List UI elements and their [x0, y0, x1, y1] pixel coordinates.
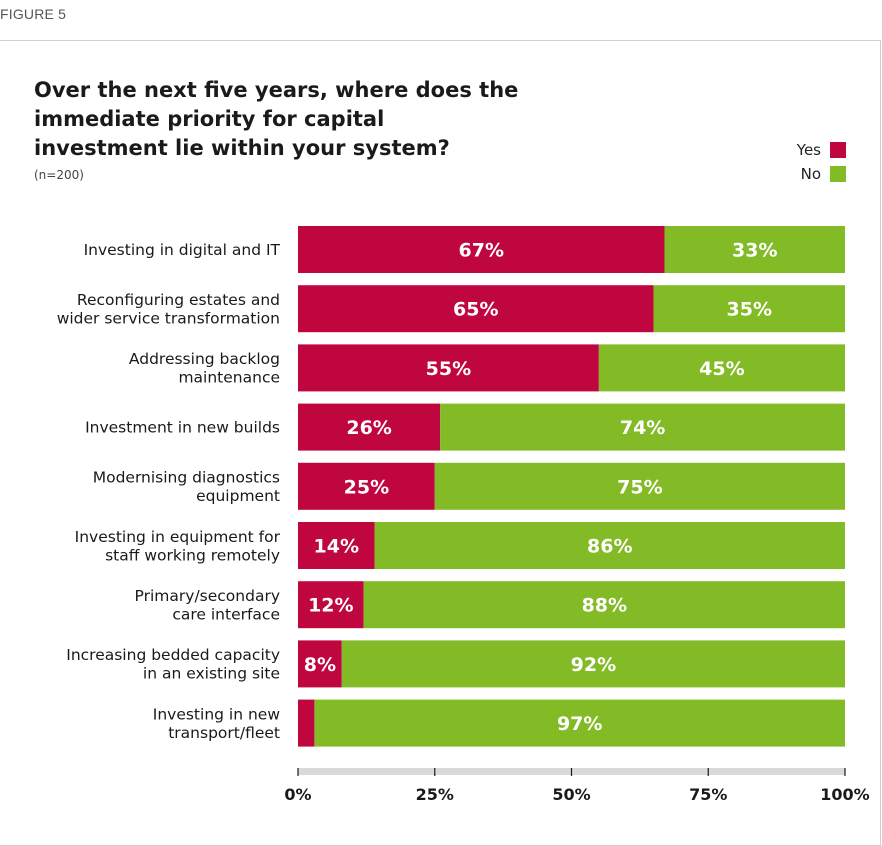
category-label: Investing in digital and IT: [84, 241, 281, 259]
bar-segment-yes: [298, 226, 665, 273]
value-label-yes: 65%: [453, 299, 498, 321]
category-label: Investment in new builds: [85, 419, 280, 437]
value-label-no: 74%: [620, 417, 665, 439]
category-label: Investing in new transport/fleet: [153, 705, 281, 742]
bar-segment-yes: [298, 522, 375, 569]
value-label-no: 75%: [617, 476, 662, 498]
bar-segment-yes: [298, 344, 599, 392]
bar-segment-yes: [298, 699, 315, 747]
legend-item-no: No: [801, 165, 846, 183]
bar-segment-no: [440, 403, 845, 451]
chart-subtitle: (n=200): [34, 168, 84, 182]
value-label-yes: 8%: [304, 654, 336, 676]
value-label-yes: 26%: [346, 417, 391, 439]
bar-segment-yes: [298, 462, 435, 510]
bar-segment-yes: [298, 403, 441, 451]
bar-segment-no: [363, 581, 845, 629]
legend-label-yes: Yes: [796, 141, 821, 159]
value-label-no: 45%: [699, 358, 744, 380]
x-tick-label: 75%: [689, 785, 727, 804]
value-label-no: 33%: [732, 240, 777, 262]
value-label-no: 35%: [727, 299, 772, 321]
bar-segment-yes: [298, 285, 654, 333]
category-label: Increasing bedded capacity in an existing…: [66, 646, 280, 683]
category-label: Reconfiguring estates and wider service t…: [57, 291, 280, 328]
x-tick-label: 0%: [284, 785, 311, 804]
bar-segment-no: [664, 226, 845, 273]
value-label-no: 86%: [587, 536, 632, 558]
category-label: Modernising diagnostics equipment: [93, 469, 280, 506]
legend-label-no: No: [800, 165, 821, 183]
value-label-yes: 25%: [344, 476, 389, 498]
x-tick-label: 50%: [552, 785, 590, 804]
bar-segment-yes: [298, 581, 364, 629]
value-label-yes: 14%: [314, 536, 359, 558]
category-label: Primary/secondary care interface: [135, 587, 280, 624]
bar-segment-no: [314, 699, 845, 747]
value-label-no: 92%: [571, 654, 616, 676]
x-tick-label: 100%: [820, 785, 869, 804]
bar-segment-yes: [298, 640, 342, 688]
value-label-no: 97%: [557, 713, 602, 735]
value-label-yes: 67%: [459, 240, 504, 262]
x-tick-label: 25%: [416, 785, 454, 804]
legend-item-yes: Yes: [797, 141, 846, 159]
chart-title: Over the next five years, where does the…: [34, 78, 519, 160]
category-label: Addressing backlog maintenance: [129, 350, 280, 387]
bar-segment-no: [341, 640, 845, 688]
value-label-no: 88%: [582, 595, 627, 617]
value-label-yes: 55%: [426, 358, 471, 380]
legend-swatch-no: [830, 166, 846, 182]
bar-segment-no: [374, 522, 845, 569]
figure-label: FIGURE 5: [0, 6, 67, 22]
value-label-yes: 12%: [308, 595, 353, 617]
bar-segment-no: [598, 344, 845, 392]
category-label: Investing in equipment for staff working …: [75, 528, 281, 565]
bar-segment-no: [434, 462, 845, 510]
legend-swatch-yes: [830, 142, 846, 158]
bar-segment-no: [653, 285, 845, 333]
